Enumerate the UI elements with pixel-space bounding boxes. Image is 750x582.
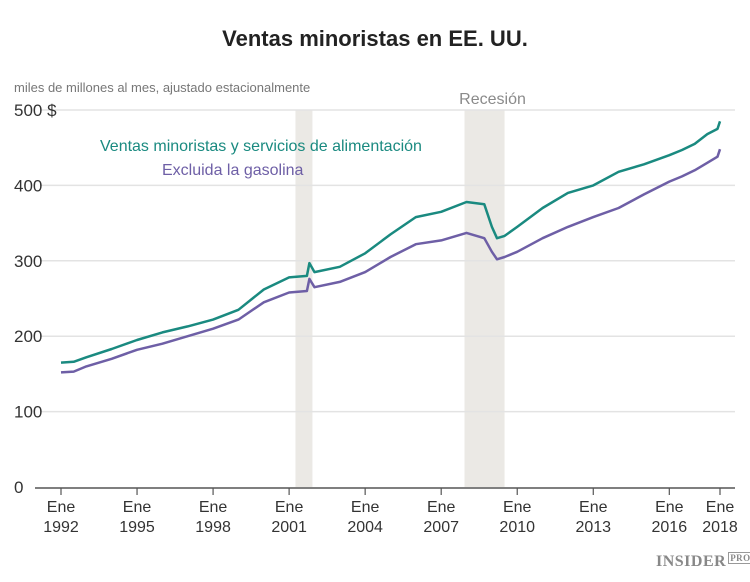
chart-subtitle: miles de millones al mes, ajustado estac… [14, 80, 311, 95]
x-tick-label-year: 1998 [195, 519, 231, 536]
y-tick-label: 300 [14, 252, 42, 271]
legend-label-total: Ventas minoristas y servicios de aliment… [100, 138, 422, 155]
legend-label-ex-gasoline: Excluida la gasolina [162, 162, 304, 179]
x-tick-label-year: 2010 [499, 519, 535, 536]
x-tick-label-month: Ene [427, 499, 456, 516]
x-tick-label-month: Ene [199, 499, 228, 516]
chart-title: Ventas minoristas en EE. UU. [222, 26, 528, 51]
y-tick-label: 200 [14, 327, 42, 346]
x-tick-label-year: 2018 [702, 519, 738, 536]
x-tick-label-year: 2001 [271, 519, 307, 536]
y-tick-label: 100 [14, 403, 42, 422]
y-tick-label: 500 $ [14, 101, 57, 120]
x-tick-label-month: Ene [47, 499, 76, 516]
recession-band [464, 110, 505, 487]
x-tick-label-year: 1995 [119, 519, 155, 536]
x-tick-label-month: Ene [706, 499, 735, 516]
series-line-ex-gasoline [60, 148, 722, 374]
x-tick-label-year: 2016 [652, 519, 688, 536]
logo-text: INSIDER [656, 553, 727, 570]
x-tick-label-month: Ene [275, 499, 304, 516]
x-tick-label-year: 2013 [575, 519, 611, 536]
x-tick-label-month: Ene [123, 499, 152, 516]
logo-suffix: PRO [728, 552, 750, 564]
x-tick-label-month: Ene [655, 499, 684, 516]
x-tick-label-year: 2004 [347, 519, 383, 536]
x-tick-label-year: 1992 [43, 519, 79, 536]
series-line-total [60, 120, 722, 364]
x-tick-label-month: Ene [503, 499, 532, 516]
insider-pro-logo: INSIDER PRO [656, 552, 750, 571]
x-tick-label-month: Ene [351, 499, 380, 516]
x-tick-label-month: Ene [579, 499, 608, 516]
recession-band [295, 110, 313, 487]
y-tick-label: 0 [14, 478, 23, 497]
recession-label: Recesión [459, 91, 526, 108]
y-tick-label: 400 [14, 176, 42, 195]
x-tick-label-year: 2007 [423, 519, 459, 536]
